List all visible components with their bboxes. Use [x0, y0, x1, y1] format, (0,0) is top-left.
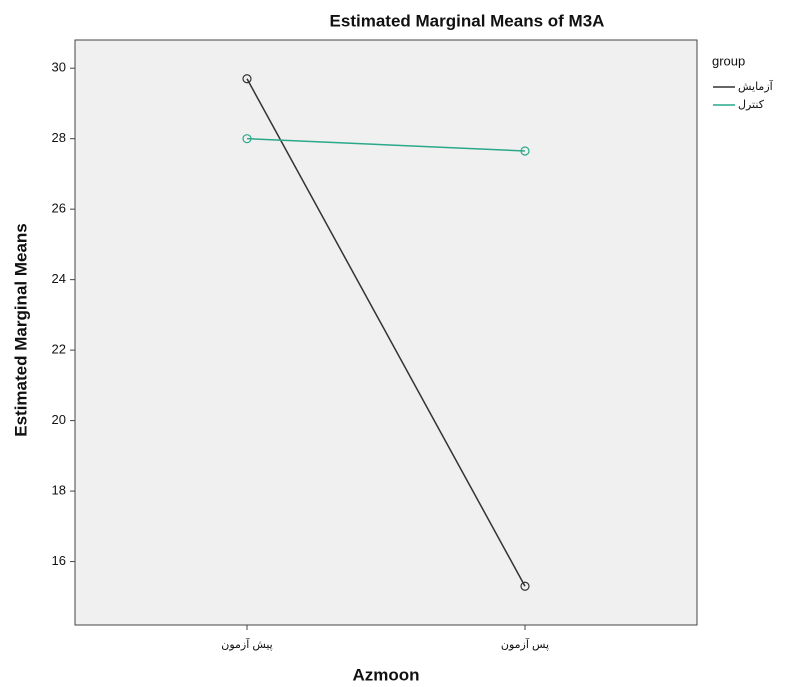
y-tick-label: 26: [52, 201, 66, 216]
y-tick-label: 18: [52, 483, 66, 498]
y-tick-label: 28: [52, 130, 66, 145]
y-tick-label: 30: [52, 60, 66, 75]
x-tick-label: پیش آزمون: [221, 637, 272, 651]
y-axis-title: Estimated Marginal Means: [11, 223, 30, 437]
y-tick-label: 24: [52, 271, 66, 286]
y-tick-label: 22: [52, 342, 66, 357]
chart: Estimated Marginal Means of M3A Azmoon E…: [0, 0, 790, 687]
x-axis-title: Azmoon: [352, 665, 419, 684]
chart-title: Estimated Marginal Means of M3A: [330, 11, 605, 30]
y-tick-label: 16: [52, 553, 66, 568]
x-tick-label: پس آزمون: [501, 637, 549, 651]
legend-title: group: [712, 53, 745, 68]
y-tick-label: 20: [52, 412, 66, 427]
legend-label: کنترل: [738, 99, 765, 111]
legend-label: آزمایش: [738, 79, 774, 93]
